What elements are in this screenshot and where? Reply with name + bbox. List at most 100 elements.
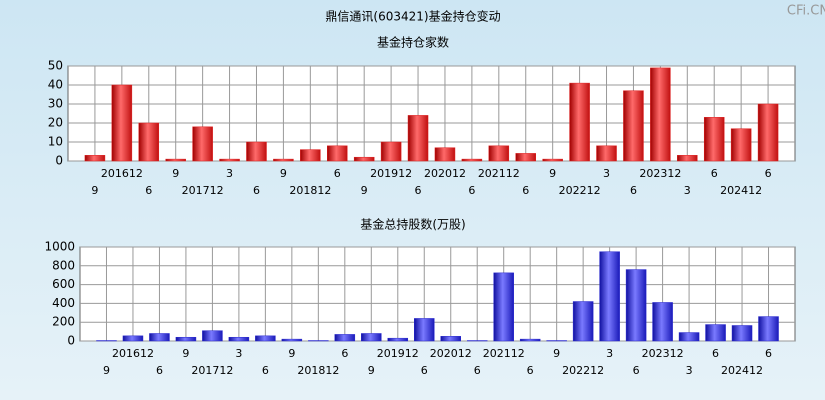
bar	[461, 158, 483, 162]
bar	[192, 126, 213, 162]
x-tick-label: 202012	[424, 167, 466, 180]
x-tick-label: 9	[553, 347, 560, 360]
x-tick-label: 201912	[377, 347, 419, 360]
x-tick-label: 9	[182, 347, 189, 360]
bar	[149, 333, 170, 342]
bar	[515, 153, 536, 162]
x-tick-label: 202312	[642, 347, 684, 360]
bar	[407, 115, 429, 162]
subplot-title: 基金持仓家数	[377, 35, 449, 50]
bar	[353, 156, 375, 162]
x-tick-label: 9	[91, 184, 98, 197]
bar	[219, 158, 240, 162]
x-tick-label: 6	[262, 364, 269, 377]
x-tick-label: 202312	[639, 167, 681, 180]
y-tick-label: 30	[48, 97, 63, 111]
x-tick-label: 3	[606, 347, 613, 360]
bar	[281, 338, 303, 342]
bar	[414, 318, 435, 342]
bar	[625, 269, 647, 342]
y-tick-label: 40	[48, 78, 63, 92]
y-tick-label: 600	[52, 277, 75, 291]
bar	[387, 337, 409, 342]
bar	[596, 145, 617, 162]
x-tick-label: 202012	[430, 347, 472, 360]
x-tick-label: 6	[522, 184, 529, 197]
x-tick-label: 9	[368, 364, 375, 377]
bar	[652, 302, 673, 342]
x-tick-label: 9	[280, 167, 287, 180]
x-tick-label: 6	[712, 347, 719, 360]
bar	[300, 149, 321, 162]
bar	[327, 145, 348, 162]
x-tick-label: 6	[421, 364, 428, 377]
x-tick-label: 6	[630, 184, 637, 197]
x-tick-label: 3	[684, 184, 691, 197]
x-tick-label: 6	[145, 184, 152, 197]
bar	[334, 334, 356, 342]
bar	[202, 330, 223, 342]
y-tick-label: 20	[48, 116, 63, 130]
chart-title: 鼎信通讯(603421)基金持仓变动	[325, 9, 500, 24]
bar	[228, 336, 250, 342]
x-tick-label: 201712	[182, 184, 224, 197]
x-tick-label: 6	[765, 347, 772, 360]
x-tick-label: 9	[103, 364, 110, 377]
bar	[542, 158, 563, 162]
x-tick-label: 6	[527, 364, 534, 377]
x-tick-label: 202412	[721, 364, 763, 377]
x-tick-label: 6	[253, 184, 260, 197]
bar	[175, 336, 197, 342]
bar	[678, 332, 700, 342]
x-tick-label: 202212	[562, 364, 604, 377]
bar	[273, 158, 294, 162]
x-tick-label: 6	[711, 167, 718, 180]
x-tick-label: 201812	[297, 364, 339, 377]
x-tick-label: 201612	[112, 347, 154, 360]
x-tick-label: 9	[172, 167, 179, 180]
bar	[758, 316, 779, 342]
bar	[569, 82, 590, 162]
bar	[519, 338, 541, 342]
bar	[650, 67, 671, 162]
y-tick-label: 0	[55, 154, 63, 168]
bar	[730, 128, 752, 162]
x-tick-label: 202212	[559, 184, 601, 197]
bar	[111, 84, 133, 162]
bar	[488, 145, 510, 162]
subplot-title: 基金总持股数(万股)	[360, 217, 465, 232]
x-tick-label: 3	[603, 167, 610, 180]
x-tick-label: 6	[334, 167, 341, 180]
bar	[757, 103, 779, 162]
x-tick-label: 9	[288, 347, 295, 360]
bar	[434, 147, 456, 162]
x-tick-label: 6	[474, 364, 481, 377]
x-tick-label: 9	[549, 167, 556, 180]
x-tick-label: 6	[765, 167, 772, 180]
x-tick-label: 201912	[370, 167, 412, 180]
bar	[572, 301, 594, 342]
y-tick-label: 800	[52, 258, 75, 272]
x-tick-label: 201712	[191, 364, 233, 377]
bar	[703, 117, 725, 162]
bar	[380, 141, 402, 162]
bar	[138, 122, 160, 162]
bar	[677, 155, 698, 162]
watermark: CFi.CN	[787, 4, 825, 19]
x-tick-label: 202112	[478, 167, 520, 180]
x-tick-label: 6	[415, 184, 422, 197]
y-tick-label: 400	[52, 296, 75, 310]
x-tick-label: 3	[686, 364, 693, 377]
x-tick-label: 3	[226, 167, 233, 180]
x-tick-label: 6	[341, 347, 348, 360]
bar	[165, 158, 186, 162]
plot-area	[79, 246, 796, 342]
bar	[84, 155, 106, 162]
x-tick-label: 201612	[101, 167, 143, 180]
bar	[493, 272, 514, 342]
x-tick-label: 6	[633, 364, 640, 377]
y-tick-label: 50	[48, 59, 63, 73]
y-tick-label: 10	[48, 135, 63, 149]
bar	[246, 141, 267, 162]
